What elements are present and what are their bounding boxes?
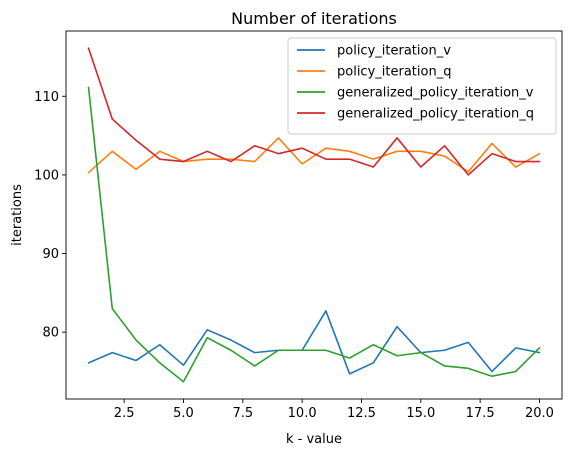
x-tick-label: 7.5 bbox=[232, 406, 253, 421]
x-tick-label: 10.0 bbox=[288, 406, 317, 421]
y-tick-label: 110 bbox=[34, 90, 59, 105]
legend-label: generalized_policy_iteration_q bbox=[337, 107, 534, 122]
series-line-generalized-policy-iteration-q bbox=[87, 47, 541, 176]
legend-label: policy_iteration_q bbox=[337, 65, 451, 80]
y-tick-label: 90 bbox=[42, 247, 59, 262]
axes-layer: 2.5 5.0 7.5 10.0 12.5 15.0 17.5 20.0 80 90 100 110 bbox=[34, 30, 563, 421]
legend: policy_iteration_v policy_iteration_qgene… bbox=[287, 37, 557, 135]
chart-title: Number of iterations bbox=[231, 9, 397, 28]
legend-label: policy_iteration_v bbox=[337, 44, 451, 59]
x-tick-label: 17.5 bbox=[466, 406, 495, 421]
series-line-policy-iteration-v bbox=[87, 310, 541, 375]
x-tick-label: 15.0 bbox=[406, 406, 435, 421]
series-layer bbox=[87, 47, 541, 383]
axes-frame bbox=[65, 30, 563, 400]
x-axis-label: k - value bbox=[286, 432, 342, 447]
legend-label: generalized_policy_iteration_v bbox=[337, 86, 534, 101]
legend-box bbox=[287, 37, 557, 135]
x-tick-label: 2.5 bbox=[114, 406, 135, 421]
y-axis-label: iterations bbox=[10, 184, 25, 246]
x-tick-label: 5.0 bbox=[173, 406, 194, 421]
y-tick-label: 100 bbox=[34, 168, 59, 183]
x-tick-label: 12.5 bbox=[347, 406, 376, 421]
y-tick-label: 80 bbox=[42, 326, 59, 341]
series-line-generalized-policy-iteration-v bbox=[87, 86, 541, 383]
x-tick-label: 20.0 bbox=[525, 406, 554, 421]
